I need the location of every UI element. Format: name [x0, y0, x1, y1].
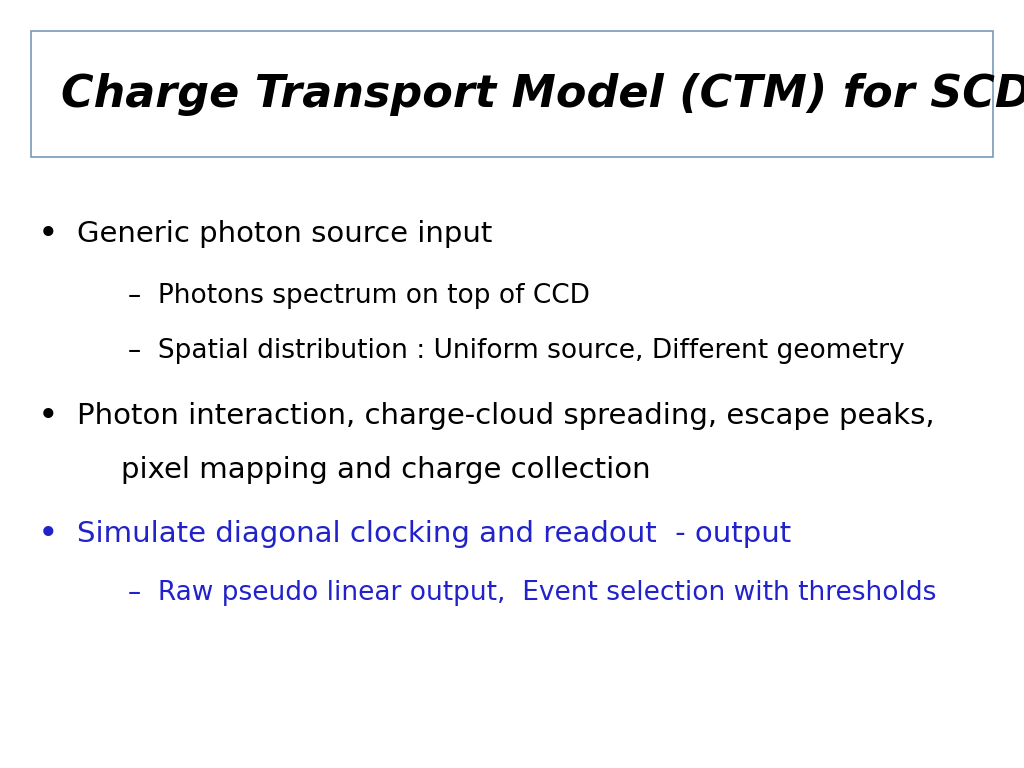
Text: –  Raw pseudo linear output,  Event selection with thresholds: – Raw pseudo linear output, Event select…	[128, 580, 936, 606]
FancyBboxPatch shape	[31, 31, 993, 157]
Text: Photon interaction, charge-cloud spreading, escape peaks,: Photon interaction, charge-cloud spreadi…	[77, 402, 935, 430]
Text: pixel mapping and charge collection: pixel mapping and charge collection	[121, 456, 650, 484]
Text: •: •	[38, 517, 58, 551]
Text: Simulate diagonal clocking and readout  - output: Simulate diagonal clocking and readout -…	[77, 520, 792, 548]
Text: Charge Transport Model (CTM) for SCD: Charge Transport Model (CTM) for SCD	[61, 73, 1024, 116]
Text: –  Photons spectrum on top of CCD: – Photons spectrum on top of CCD	[128, 283, 590, 309]
Text: •: •	[38, 217, 58, 251]
Text: Generic photon source input: Generic photon source input	[77, 220, 493, 248]
Text: •: •	[38, 399, 58, 433]
Text: –  Spatial distribution : Uniform source, Different geometry: – Spatial distribution : Uniform source,…	[128, 338, 904, 364]
